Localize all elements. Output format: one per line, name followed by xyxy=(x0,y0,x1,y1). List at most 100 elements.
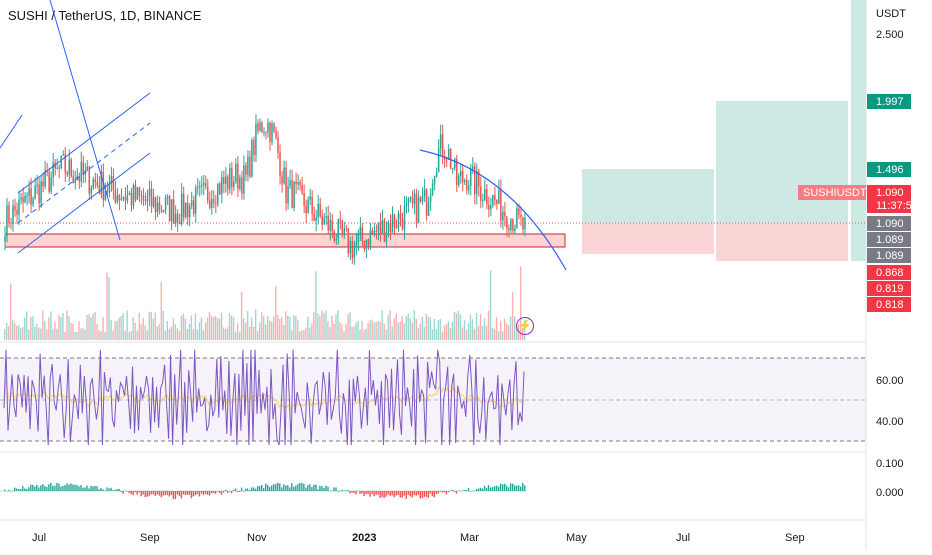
candle-body xyxy=(283,167,285,184)
macd-histogram-bar xyxy=(277,482,279,491)
macd-histogram-bar xyxy=(184,491,187,495)
macd-histogram-bar xyxy=(481,488,484,491)
volume-bar xyxy=(36,323,38,340)
candle-body xyxy=(389,223,392,233)
volume-bar xyxy=(258,322,261,340)
macd-histogram-bar xyxy=(256,486,259,491)
macd-histogram-bar xyxy=(38,487,40,491)
macd-histogram-bar xyxy=(365,491,367,495)
volume-bar xyxy=(158,324,160,340)
volume-bar xyxy=(260,312,263,340)
macd-histogram-bar xyxy=(523,485,526,491)
candle-body xyxy=(496,199,498,204)
volume-bar xyxy=(200,317,203,340)
candle-body xyxy=(150,188,153,207)
volume-bar xyxy=(134,322,136,340)
candle-body xyxy=(480,186,482,201)
candle-body xyxy=(469,169,472,187)
candle-body xyxy=(405,202,408,206)
volume-bar xyxy=(30,316,32,340)
volume-bar xyxy=(401,315,403,340)
candle-body xyxy=(92,179,95,188)
macd-histogram-bar xyxy=(6,491,8,492)
candle-body xyxy=(484,189,486,200)
macd-histogram-bar xyxy=(164,491,167,495)
price-label-text: 1.496 xyxy=(876,164,904,176)
macd-histogram-bar xyxy=(136,491,138,495)
macd-histogram-bar xyxy=(192,491,195,497)
candle-body xyxy=(116,195,119,203)
macd-histogram-bar xyxy=(218,491,221,493)
candle-body xyxy=(383,220,386,242)
macd-histogram-bar xyxy=(359,491,361,494)
macd-histogram-bar xyxy=(176,491,179,495)
ticker-badge xyxy=(798,185,866,200)
candle-body xyxy=(78,176,80,182)
macd-histogram-bar xyxy=(419,491,421,499)
candle-body xyxy=(56,167,58,169)
candle-body xyxy=(506,216,508,229)
candle-body xyxy=(158,202,161,211)
macd-histogram-bar xyxy=(293,486,295,491)
macd-histogram-bar xyxy=(345,490,347,491)
volume-bar xyxy=(489,270,492,340)
volume-bar xyxy=(92,313,94,340)
candle-body xyxy=(104,191,107,201)
candle-body xyxy=(445,159,448,161)
volume-bar xyxy=(248,326,251,340)
price-countdown-text: 11:37:53 xyxy=(876,200,918,212)
candle-body xyxy=(427,202,430,216)
macd-histogram-bar xyxy=(417,491,419,495)
macd-histogram-bar xyxy=(220,491,223,495)
volume-bar xyxy=(319,315,321,340)
macd-histogram-bar xyxy=(379,491,381,499)
candle-body xyxy=(52,162,54,178)
volume-bar xyxy=(463,320,466,340)
volume-bar xyxy=(8,325,10,340)
macd-histogram-bar xyxy=(441,491,444,493)
candle-body xyxy=(291,180,293,209)
volume-bar xyxy=(307,316,309,340)
candle-body xyxy=(64,154,66,173)
macd-histogram-bar xyxy=(265,483,267,491)
candle-body xyxy=(217,183,219,205)
volume-bar xyxy=(375,322,377,340)
candle-body xyxy=(219,183,221,195)
volume-bar xyxy=(242,318,245,340)
candle-body xyxy=(317,203,319,218)
volume-bar xyxy=(34,326,36,340)
macd-histogram-bar xyxy=(250,487,253,491)
volume-bar xyxy=(164,330,167,340)
volume-bar xyxy=(178,330,181,340)
candle-body xyxy=(148,188,151,197)
macd-histogram-bar xyxy=(260,484,263,491)
macd-histogram-bar xyxy=(469,491,472,492)
volume-bar xyxy=(289,316,291,340)
volume-bar xyxy=(491,328,494,340)
volume-bar xyxy=(52,328,54,340)
candle-body xyxy=(295,181,297,185)
volume-bar xyxy=(467,323,470,340)
macd-histogram-bar xyxy=(443,491,446,493)
lightning-icon[interactable]: ⚡ xyxy=(516,317,534,335)
macd-histogram-bar xyxy=(94,485,96,491)
candle-body xyxy=(407,198,410,203)
volume-bar xyxy=(62,313,64,340)
volume-bar xyxy=(327,321,329,340)
macd-histogram-bar xyxy=(110,487,112,491)
volume-bar xyxy=(363,329,365,340)
volume-bar xyxy=(102,317,104,340)
volume-bar xyxy=(277,315,279,340)
volume-bar xyxy=(495,316,498,340)
macd-histogram-bar xyxy=(236,491,239,492)
macd-histogram-bar xyxy=(341,489,343,491)
candle-body xyxy=(309,196,311,200)
candle-body xyxy=(90,187,93,194)
volume-bar xyxy=(497,331,500,340)
volume-bar xyxy=(132,317,134,340)
macd-histogram-bar xyxy=(489,487,492,491)
price-label-text: 0.819 xyxy=(876,283,904,295)
macd-histogram-bar xyxy=(4,489,6,491)
